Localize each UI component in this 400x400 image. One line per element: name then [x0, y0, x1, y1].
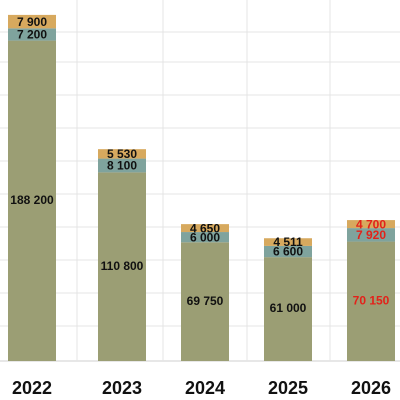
value-label-bottom-2024: 69 750 — [187, 294, 224, 308]
bar-segment-middle-2022 — [8, 28, 56, 41]
bar-segment-middle-2025 — [264, 245, 312, 258]
bar-segment-top-2023 — [98, 149, 146, 159]
bar-segment-bottom-2026 — [347, 241, 395, 361]
value-label-middle-2023: 8 100 — [107, 159, 137, 173]
value-label-bottom-2022: 188 200 — [10, 193, 54, 207]
bar-segment-middle-2024 — [181, 232, 229, 243]
bar-segment-bottom-2025 — [264, 257, 312, 361]
value-label-bottom-2026: 70 150 — [353, 293, 390, 307]
bar-segment-top-2024 — [181, 224, 229, 233]
category-labels: 2022 2023 2024 2025 2026 — [12, 378, 391, 398]
value-label-top-2026: 4 700 — [356, 217, 386, 231]
bar-segment-middle-2026 — [347, 228, 395, 242]
value-label-top-2025: 4 511 — [273, 235, 303, 249]
bar-segment-bottom-2024 — [181, 242, 229, 361]
value-label-top-2022: 7 900 — [17, 15, 47, 29]
bar-segment-top-2025 — [264, 238, 312, 246]
category-label-2023: 2023 — [102, 378, 142, 398]
category-label-2025: 2025 — [268, 378, 308, 398]
category-label-2026: 2026 — [351, 378, 391, 398]
value-label-middle-2022: 7 200 — [17, 28, 47, 42]
bar-segment-bottom-2022 — [8, 40, 56, 361]
bar-segment-top-2022 — [8, 14, 56, 29]
value-label-bottom-2023: 110 800 — [101, 259, 144, 273]
value-label-middle-2025: 6 600 — [273, 245, 303, 259]
bar-segment-middle-2023 — [98, 158, 146, 173]
bar-segment-bottom-2023 — [98, 172, 146, 361]
gridlines — [0, 0, 400, 362]
category-label-2022: 2022 — [12, 378, 52, 398]
bar-segment-top-2026 — [347, 220, 395, 229]
category-label-2024: 2024 — [185, 378, 225, 398]
value-label-top-2023: 5 530 — [107, 147, 137, 161]
bars — [8, 14, 395, 361]
value-label-middle-2024: 6 000 — [190, 230, 220, 244]
value-label-middle-2026: 7 920 — [356, 228, 386, 242]
value-label-bottom-2025: 61 000 — [270, 301, 307, 315]
value-label-top-2024: 4 650 — [190, 221, 220, 235]
